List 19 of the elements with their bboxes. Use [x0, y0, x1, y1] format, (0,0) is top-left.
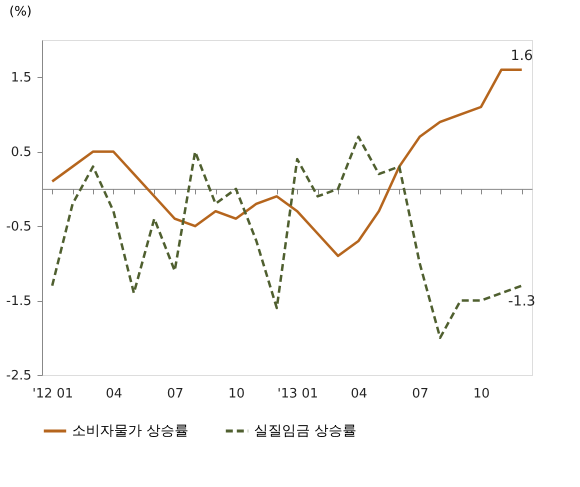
legend-label: 실질임금 상승률 [254, 423, 356, 439]
y-tick-label: -1.5 [6, 294, 32, 310]
x-tick-label: '13 01 [277, 386, 318, 402]
x-tick-label: '12 01 [32, 386, 74, 402]
data-label: 1.6 [510, 48, 534, 64]
y-axis-title: (%) [9, 4, 32, 20]
legend-label: 소비자물가 상승률 [72, 423, 188, 439]
x-tick-label: 07 [166, 386, 184, 402]
y-tick-label: 1.5 [10, 70, 32, 86]
y-tick-label: -0.5 [6, 220, 32, 235]
y-tick-label: 0.5 [10, 145, 32, 160]
data-label: -1.3 [508, 294, 536, 310]
x-tick-label: 04 [106, 386, 122, 402]
x-tick-label: 07 [412, 386, 428, 402]
x-tick-label: 10 [473, 386, 490, 402]
y-tick-label: -2.5 [6, 368, 32, 384]
x-tick-label: 10 [228, 386, 245, 402]
line-series [50, 68, 524, 258]
x-tick-label: 04 [350, 386, 368, 402]
